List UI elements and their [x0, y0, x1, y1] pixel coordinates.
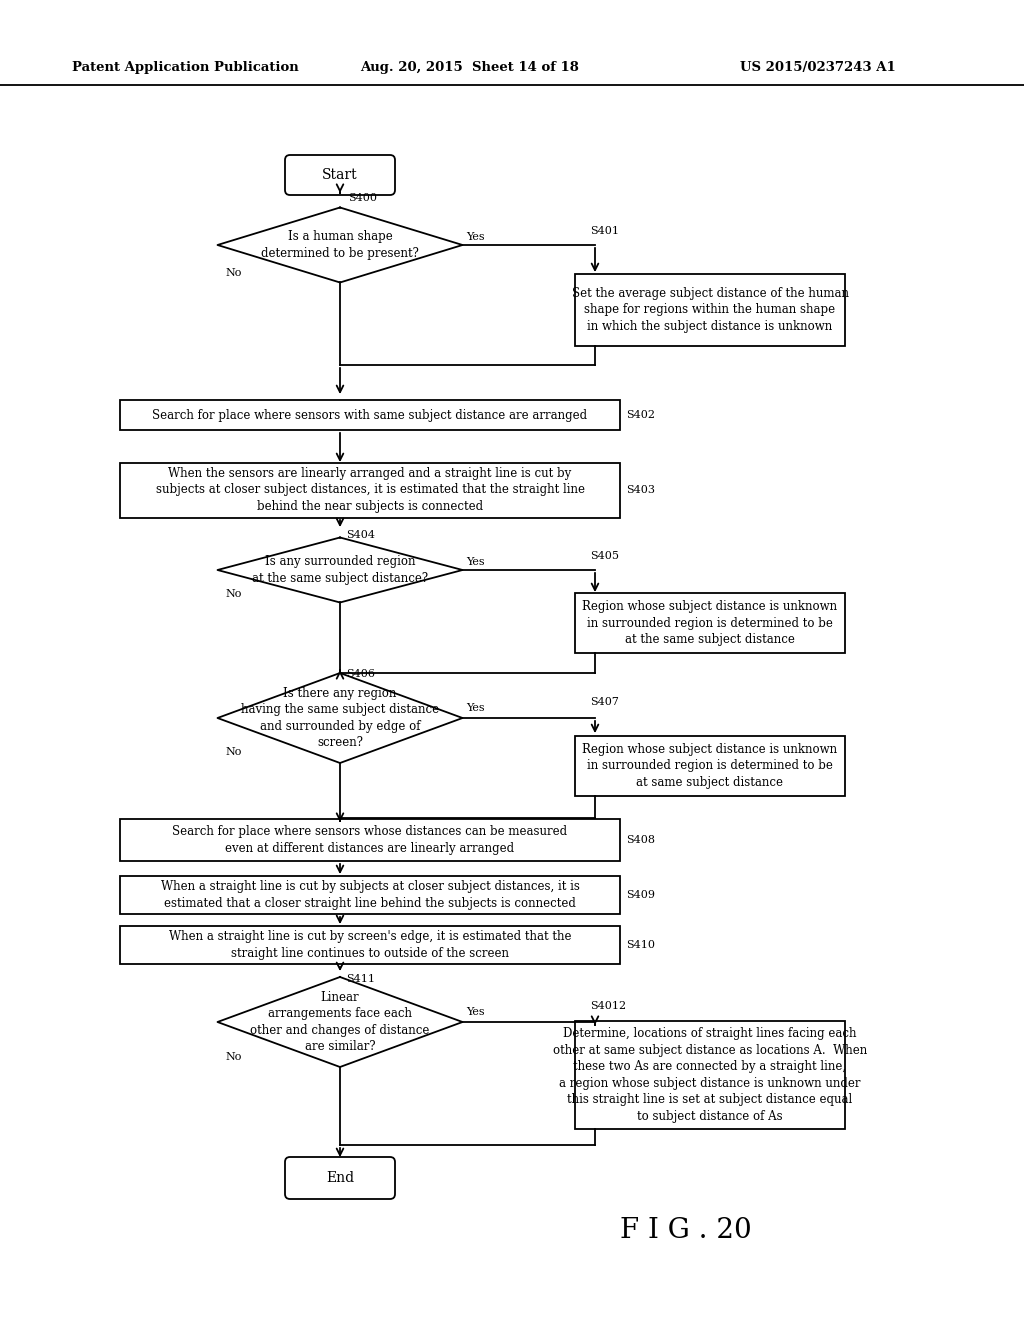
Text: S402: S402 — [626, 411, 655, 420]
Text: Yes: Yes — [466, 557, 484, 568]
Text: S410: S410 — [626, 940, 655, 950]
Text: Patent Application Publication: Patent Application Publication — [72, 62, 299, 74]
Text: Start: Start — [323, 168, 357, 182]
Text: S407: S407 — [590, 697, 618, 708]
FancyBboxPatch shape — [285, 1158, 395, 1199]
FancyBboxPatch shape — [575, 1020, 845, 1129]
Text: S403: S403 — [626, 484, 655, 495]
FancyBboxPatch shape — [120, 876, 620, 913]
Text: F I G . 20: F I G . 20 — [620, 1217, 752, 1243]
Text: No: No — [225, 589, 242, 599]
Text: When a straight line is cut by subjects at closer subject distances, it is
estim: When a straight line is cut by subjects … — [161, 880, 580, 909]
Polygon shape — [217, 207, 463, 282]
Text: S409: S409 — [626, 890, 655, 900]
Text: Linear
arrangements face each
other and changes of distance
are similar?: Linear arrangements face each other and … — [250, 991, 430, 1053]
Text: Region whose subject distance is unknown
in surrounded region is determined to b: Region whose subject distance is unknown… — [583, 743, 838, 789]
FancyBboxPatch shape — [575, 275, 845, 346]
Text: Determine, locations of straight lines facing each
other at same subject distanc: Determine, locations of straight lines f… — [553, 1027, 867, 1123]
FancyBboxPatch shape — [120, 818, 620, 861]
FancyBboxPatch shape — [120, 927, 620, 964]
Text: S401: S401 — [590, 226, 618, 236]
Text: S4012: S4012 — [590, 1001, 626, 1011]
Text: Aug. 20, 2015  Sheet 14 of 18: Aug. 20, 2015 Sheet 14 of 18 — [360, 62, 579, 74]
Text: Is any surrounded region
at the same subject distance?: Is any surrounded region at the same sub… — [252, 556, 428, 585]
Text: Yes: Yes — [466, 232, 484, 242]
FancyBboxPatch shape — [120, 400, 620, 430]
FancyBboxPatch shape — [575, 737, 845, 796]
FancyBboxPatch shape — [285, 154, 395, 195]
Text: Search for place where sensors whose distances can be measured
even at different: Search for place where sensors whose dis… — [172, 825, 567, 855]
Text: No: No — [225, 1052, 242, 1063]
Text: No: No — [225, 268, 242, 279]
Text: S406: S406 — [346, 669, 375, 678]
Text: When a straight line is cut by screen's edge, it is estimated that the
straight : When a straight line is cut by screen's … — [169, 931, 571, 960]
Text: S400: S400 — [348, 193, 377, 203]
Polygon shape — [217, 977, 463, 1067]
Text: US 2015/0237243 A1: US 2015/0237243 A1 — [740, 62, 896, 74]
Text: When the sensors are linearly arranged and a straight line is cut by
subjects at: When the sensors are linearly arranged a… — [156, 467, 585, 513]
Text: Set the average subject distance of the human
shape for regions within the human: Set the average subject distance of the … — [571, 286, 849, 333]
Text: S411: S411 — [346, 974, 375, 983]
Text: S408: S408 — [626, 836, 655, 845]
Text: Region whose subject distance is unknown
in surrounded region is determined to b: Region whose subject distance is unknown… — [583, 601, 838, 645]
Text: Yes: Yes — [466, 704, 484, 713]
Polygon shape — [217, 673, 463, 763]
Text: No: No — [225, 747, 242, 756]
Text: S404: S404 — [346, 531, 375, 540]
Text: Yes: Yes — [466, 1007, 484, 1016]
Text: Is there any region
having the same subject distance
and surrounded by edge of
s: Is there any region having the same subj… — [241, 686, 439, 750]
Text: End: End — [326, 1171, 354, 1185]
Polygon shape — [217, 537, 463, 602]
FancyBboxPatch shape — [120, 462, 620, 517]
Text: Is a human shape
determined to be present?: Is a human shape determined to be presen… — [261, 230, 419, 260]
Text: S405: S405 — [590, 550, 618, 561]
FancyBboxPatch shape — [575, 593, 845, 653]
Text: Search for place where sensors with same subject distance are arranged: Search for place where sensors with same… — [153, 408, 588, 421]
